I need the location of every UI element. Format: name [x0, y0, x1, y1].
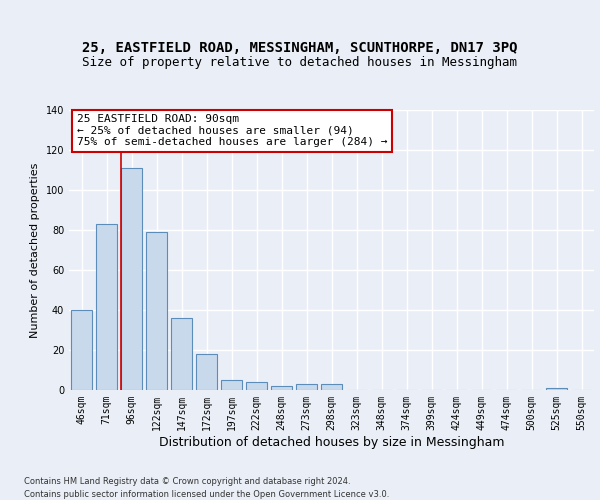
Bar	[146, 232, 167, 390]
Bar	[71, 310, 92, 390]
Bar	[321, 384, 342, 390]
Bar	[221, 380, 242, 390]
Bar	[296, 384, 317, 390]
Text: Contains HM Land Registry data © Crown copyright and database right 2024.: Contains HM Land Registry data © Crown c…	[24, 478, 350, 486]
Bar	[196, 354, 217, 390]
Y-axis label: Number of detached properties: Number of detached properties	[30, 162, 40, 338]
Bar	[121, 168, 142, 390]
Text: Contains public sector information licensed under the Open Government Licence v3: Contains public sector information licen…	[24, 490, 389, 499]
Text: 25, EASTFIELD ROAD, MESSINGHAM, SCUNTHORPE, DN17 3PQ: 25, EASTFIELD ROAD, MESSINGHAM, SCUNTHOR…	[82, 40, 518, 54]
Bar	[246, 382, 267, 390]
Bar	[546, 388, 567, 390]
Bar	[96, 224, 117, 390]
Text: 25 EASTFIELD ROAD: 90sqm
← 25% of detached houses are smaller (94)
75% of semi-d: 25 EASTFIELD ROAD: 90sqm ← 25% of detach…	[77, 114, 388, 148]
Bar	[271, 386, 292, 390]
Bar	[171, 318, 192, 390]
X-axis label: Distribution of detached houses by size in Messingham: Distribution of detached houses by size …	[159, 436, 504, 448]
Text: Size of property relative to detached houses in Messingham: Size of property relative to detached ho…	[83, 56, 517, 69]
